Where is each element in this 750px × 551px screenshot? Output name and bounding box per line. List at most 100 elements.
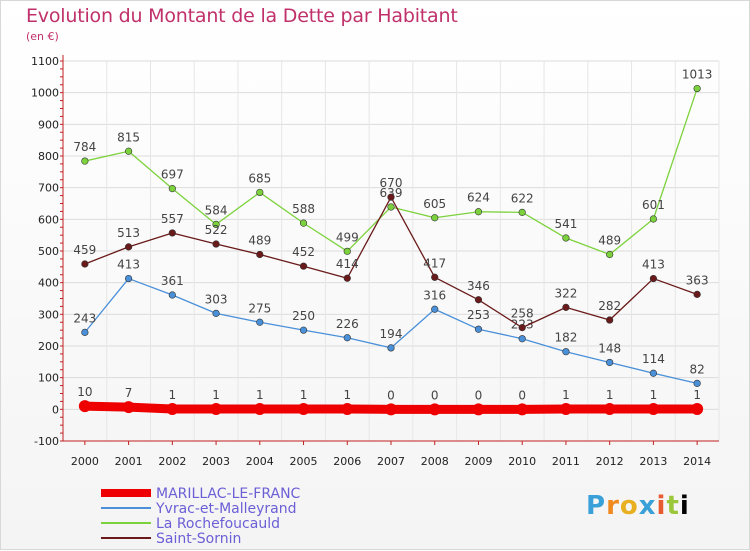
data-point bbox=[297, 403, 310, 416]
data-point bbox=[81, 260, 89, 268]
x-tick-label: 2011 bbox=[552, 455, 580, 468]
data-point bbox=[559, 403, 572, 416]
data-label: 1 bbox=[256, 388, 264, 402]
data-label: 513 bbox=[117, 226, 140, 240]
chart-title: Evolution du Montant de la Dette par Hab… bbox=[26, 5, 458, 27]
data-label: 10 bbox=[77, 385, 92, 399]
data-label: 250 bbox=[292, 309, 315, 323]
x-tick-label: 2013 bbox=[639, 455, 667, 468]
data-label: 148 bbox=[598, 341, 621, 355]
data-label: 0 bbox=[475, 388, 483, 402]
y-tick-label: 1000 bbox=[31, 87, 59, 100]
data-label: 459 bbox=[73, 243, 96, 257]
data-point bbox=[431, 273, 439, 281]
data-point bbox=[606, 358, 614, 367]
y-tick-label: 600 bbox=[38, 213, 59, 226]
data-label: 639 bbox=[380, 186, 403, 200]
y-tick-label: 1100 bbox=[31, 55, 59, 68]
data-point bbox=[693, 290, 701, 298]
data-label: 489 bbox=[248, 233, 271, 247]
data-label: 541 bbox=[554, 217, 577, 231]
data-label: 489 bbox=[598, 233, 621, 247]
data-point bbox=[299, 262, 308, 270]
legend-label: Saint-Sornin bbox=[156, 531, 241, 547]
data-label: 588 bbox=[292, 202, 315, 216]
data-label: 322 bbox=[554, 286, 577, 300]
legend-label: Yvrac-et-Malleyrand bbox=[155, 501, 297, 517]
x-tick-label: 2012 bbox=[596, 455, 624, 468]
data-point bbox=[256, 250, 264, 259]
data-point bbox=[647, 403, 660, 416]
data-label: 1 bbox=[343, 388, 351, 402]
data-label: 1 bbox=[693, 388, 701, 402]
data-point bbox=[212, 309, 220, 317]
data-point bbox=[387, 203, 395, 211]
data-label: 417 bbox=[423, 256, 446, 270]
data-label: 258 bbox=[511, 307, 534, 321]
data-point bbox=[603, 403, 616, 416]
proxiti-logo: Proxiti bbox=[586, 491, 690, 521]
data-label: 1 bbox=[562, 388, 570, 402]
data-point bbox=[474, 325, 483, 333]
x-tick-label: 2002 bbox=[158, 455, 186, 468]
data-point bbox=[518, 335, 526, 343]
data-point bbox=[124, 243, 133, 251]
data-point bbox=[428, 403, 441, 416]
x-tick-label: 2014 bbox=[683, 455, 711, 468]
data-label: 253 bbox=[467, 308, 490, 322]
data-label: 605 bbox=[423, 197, 446, 211]
data-point bbox=[210, 403, 223, 416]
y-tick-label: 0 bbox=[52, 403, 59, 416]
data-point bbox=[343, 247, 351, 255]
y-tick-label: 100 bbox=[38, 372, 59, 385]
data-point bbox=[649, 369, 658, 377]
x-tick-label: 2007 bbox=[377, 455, 405, 468]
data-point bbox=[124, 274, 133, 283]
data-label: 557 bbox=[161, 212, 184, 226]
x-tick-label: 2000 bbox=[71, 455, 99, 468]
data-point bbox=[518, 208, 526, 216]
data-point bbox=[212, 240, 220, 248]
y-tick-label: 500 bbox=[38, 245, 59, 258]
data-label: 499 bbox=[336, 230, 359, 244]
data-label: 282 bbox=[598, 299, 621, 313]
data-point bbox=[606, 316, 614, 324]
data-point bbox=[518, 324, 526, 332]
legend-label: La Rochefoucauld bbox=[156, 516, 280, 532]
data-label: 0 bbox=[387, 388, 395, 402]
data-point bbox=[693, 379, 701, 387]
data-point bbox=[256, 318, 264, 326]
y-tick-label: 200 bbox=[38, 340, 59, 353]
data-point bbox=[166, 403, 179, 416]
data-point bbox=[562, 234, 570, 242]
data-label: 413 bbox=[117, 258, 140, 272]
data-point bbox=[168, 291, 176, 299]
data-point bbox=[256, 188, 264, 197]
data-label: 0 bbox=[431, 388, 439, 402]
data-point bbox=[343, 274, 351, 282]
data-point bbox=[122, 401, 135, 414]
data-label: 82 bbox=[689, 362, 704, 376]
data-point bbox=[649, 215, 658, 223]
data-label: 815 bbox=[117, 130, 140, 144]
data-label: 784 bbox=[73, 140, 96, 154]
data-point bbox=[343, 334, 351, 342]
x-tick-label: 2008 bbox=[421, 455, 449, 468]
data-point bbox=[212, 220, 220, 228]
data-label: 1 bbox=[606, 388, 614, 402]
data-label: 361 bbox=[161, 274, 184, 288]
data-label: 243 bbox=[73, 311, 96, 325]
data-point bbox=[472, 403, 485, 416]
data-point bbox=[691, 403, 704, 416]
data-label: 1 bbox=[650, 388, 658, 402]
x-tick-label: 2003 bbox=[202, 455, 230, 468]
data-point bbox=[562, 348, 570, 356]
data-point bbox=[562, 303, 570, 311]
legend-label: MARILLAC-LE-FRANC bbox=[156, 486, 301, 502]
data-label: 685 bbox=[248, 171, 271, 185]
data-point bbox=[431, 214, 439, 222]
data-label: 670 bbox=[380, 176, 403, 190]
data-label: 226 bbox=[336, 317, 359, 331]
data-label: 363 bbox=[686, 273, 709, 287]
